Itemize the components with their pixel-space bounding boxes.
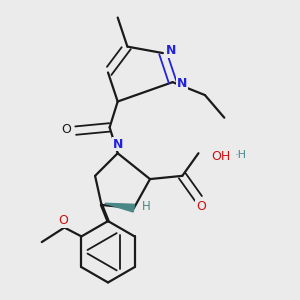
Text: OH: OH — [212, 150, 231, 163]
Text: O: O — [196, 200, 206, 213]
Text: N: N — [112, 138, 123, 151]
Text: ·H: ·H — [235, 150, 247, 160]
Text: O: O — [62, 122, 72, 136]
Polygon shape — [105, 203, 134, 212]
Text: O: O — [58, 214, 68, 227]
Text: N: N — [177, 77, 188, 90]
Text: H: H — [142, 200, 151, 213]
Text: N: N — [166, 44, 176, 57]
